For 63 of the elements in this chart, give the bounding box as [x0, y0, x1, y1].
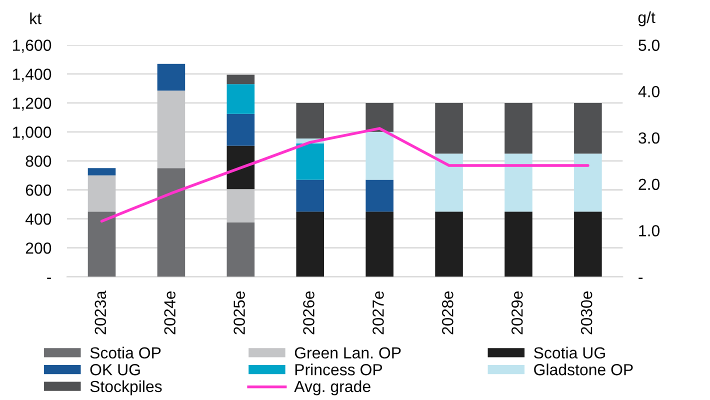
- bar: [366, 132, 394, 180]
- bar: [157, 90, 186, 168]
- bar: [296, 102, 324, 138]
- y2-tick-label: -: [638, 278, 643, 279]
- legend-label: Scotia OP: [90, 346, 161, 359]
- bar: [226, 146, 255, 190]
- x-tick-label: 2023a: [94, 290, 106, 334]
- x-tick-label: 2028e: [442, 291, 454, 334]
- bar: [226, 84, 255, 114]
- bar: [574, 102, 602, 154]
- y2-tick-label: 4.0: [638, 86, 660, 98]
- legend-label: Green Lan. OP: [294, 347, 401, 359]
- bar: [157, 64, 186, 91]
- x-tick-label: 2026e: [303, 291, 314, 334]
- y-tick-label: 1,200: [13, 98, 52, 111]
- bar: [366, 102, 394, 132]
- y2-tick-label: 5.0: [638, 40, 660, 51]
- y-tick-label: 1,000: [13, 126, 52, 140]
- y-tick-label: 400: [25, 213, 52, 225]
- y2-tick-label: 3.0: [638, 132, 660, 144]
- bar: [435, 212, 463, 277]
- y-tick-label: 1,600: [13, 40, 52, 53]
- y-axis-title: kt: [30, 12, 42, 24]
- bar: [504, 102, 532, 154]
- x-tick-label: 2027e: [372, 291, 384, 334]
- bar: [296, 180, 324, 212]
- bar: [88, 168, 116, 176]
- bar: [435, 102, 463, 154]
- bar: [226, 114, 255, 146]
- x-tick-label: 2025e: [234, 291, 245, 334]
- y-tick-label: 200: [26, 242, 52, 254]
- y-tick-label: 800: [26, 156, 52, 167]
- y2-tick-label: 1.0: [639, 225, 660, 236]
- legend-label: OK UG: [90, 364, 140, 376]
- x-tick-label: 2029e: [511, 291, 523, 334]
- bar: [366, 180, 394, 212]
- y2-tick-label: 2.0: [638, 178, 660, 190]
- bar: [504, 154, 532, 212]
- y-tick-label: 600: [26, 184, 52, 196]
- bar: [504, 212, 532, 277]
- legend-label: Avg. grade: [294, 380, 370, 396]
- bar: [574, 212, 602, 277]
- bar: [88, 175, 116, 212]
- bar: [296, 212, 324, 277]
- bar: [226, 74, 255, 84]
- legend-label: Princess OP: [295, 364, 382, 376]
- bar: [296, 144, 324, 180]
- y-tick-label: 1,400: [13, 68, 52, 82]
- bar: [88, 212, 116, 277]
- x-tick-label: 2030e: [580, 291, 592, 334]
- legend-label: Stockpiles: [90, 380, 162, 396]
- y-tick-label: -: [47, 278, 52, 279]
- legend-label: Gladstone OP: [534, 364, 633, 376]
- bar: [157, 168, 186, 277]
- x-tick-label: 2024e: [164, 291, 176, 334]
- bar: [226, 222, 255, 277]
- bar: [435, 154, 463, 212]
- line-series: [100, 127, 590, 223]
- legend-label: Scotia UG: [534, 346, 605, 359]
- bar: [574, 154, 602, 212]
- y2-axis-title: g/t: [638, 11, 656, 26]
- bar: [366, 212, 394, 277]
- bar: [226, 189, 255, 222]
